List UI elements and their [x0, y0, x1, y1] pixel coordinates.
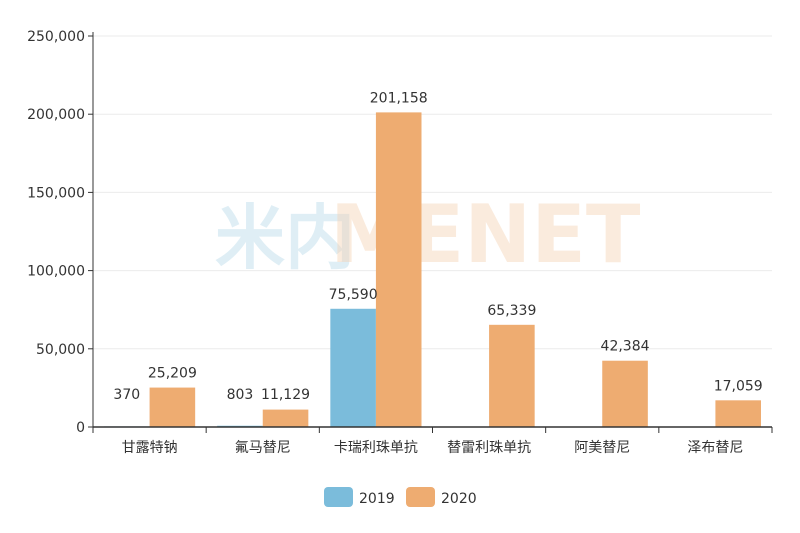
y-tick-label: 200,000 — [27, 107, 85, 123]
legend-label[interactable]: 2020 — [441, 491, 477, 507]
x-tick-label: 泽布替尼 — [687, 440, 743, 456]
bar-2020 — [375, 112, 422, 427]
data-label: 201,158 — [370, 90, 428, 106]
legend-swatch[interactable] — [324, 487, 353, 507]
data-label: 11,129 — [261, 387, 310, 403]
data-label: 25,209 — [148, 366, 197, 382]
x-tick-label: 替雷利珠单抗 — [447, 440, 531, 456]
watermark-logo: 米内 MENET — [215, 188, 641, 281]
data-label: 803 — [227, 387, 254, 403]
y-tick-label: 150,000 — [27, 185, 85, 201]
bar-2020 — [602, 360, 648, 427]
y-tick-label: 50,000 — [36, 342, 85, 358]
y-tick-label: 250,000 — [27, 29, 85, 45]
bar-2019 — [330, 308, 376, 427]
bar-2020 — [715, 400, 761, 427]
legend-label[interactable]: 2019 — [359, 491, 395, 507]
data-label: 17,059 — [714, 378, 763, 394]
bar-2020 — [262, 409, 309, 427]
data-label: 65,339 — [487, 303, 536, 319]
watermark-logo-mark: 米内 — [215, 197, 355, 279]
bar-2020 — [489, 324, 535, 427]
x-tick-label: 甘露特钠 — [122, 440, 178, 456]
data-label: 42,384 — [601, 339, 650, 355]
data-label: 370 — [113, 387, 140, 403]
legend-swatch[interactable] — [406, 487, 435, 507]
x-tick-label: 氟马替尼 — [235, 440, 291, 456]
x-tick-label: 卡瑞利珠单抗 — [334, 440, 418, 456]
data-label: 75,590 — [329, 287, 378, 303]
y-tick-label: 100,000 — [27, 264, 85, 280]
bar-2020 — [149, 387, 196, 427]
y-tick-label: 0 — [76, 420, 85, 436]
x-tick-label: 阿美替尼 — [574, 440, 630, 456]
legend: 2019 2020 — [324, 487, 477, 507]
